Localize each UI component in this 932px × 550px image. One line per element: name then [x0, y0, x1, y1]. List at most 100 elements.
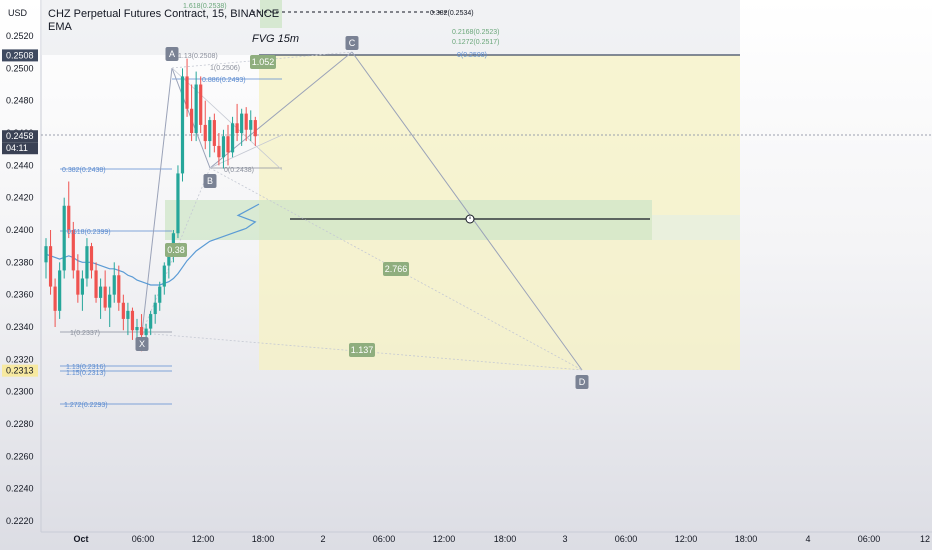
time-tick-label: Oct — [73, 534, 88, 544]
candle-body — [80, 278, 84, 295]
candle-body — [85, 246, 89, 279]
price-tick-label: 0.2420 — [6, 193, 34, 203]
price-badge-current-bg — [2, 130, 38, 143]
time-tick-label: 12 — [920, 534, 930, 544]
point-label-a-bg — [165, 47, 179, 61]
fib-level-label-13: 1.15(0.2313) — [66, 370, 106, 377]
time-tick-label: 12:00 — [433, 534, 456, 544]
fib-level-label-14: 1.272(0.2293) — [64, 402, 108, 409]
price-badge-current: 0.2458 — [6, 131, 34, 141]
candle-body — [194, 84, 198, 133]
ratio-label-1-bg — [165, 243, 187, 257]
indicator-label[interactable]: EMA — [48, 21, 72, 33]
candle-body — [212, 120, 216, 146]
candle-body — [99, 286, 103, 298]
candle-body — [53, 286, 57, 311]
time-tick-label: 18:00 — [494, 534, 517, 544]
candle-body — [126, 310, 130, 319]
fib-level-label-3: 0.1272(0.2517) — [452, 39, 499, 46]
price-tick-label: 0.2400 — [6, 225, 34, 235]
point-label-d-bg — [575, 375, 589, 389]
candle-body — [108, 294, 112, 308]
candle-body — [76, 270, 80, 295]
price-badge-high-bg — [2, 49, 38, 62]
candle-body — [208, 120, 212, 142]
candle-body — [121, 302, 125, 319]
candle-body — [94, 270, 98, 298]
candle-body — [176, 173, 180, 234]
wedge-lower — [209, 134, 283, 169]
price-badge-low-bg — [2, 364, 38, 377]
chart-legend: CHZ Perpetual Futures Contract, 15, BINA… — [48, 8, 279, 34]
point-label-c-bg — [345, 36, 359, 50]
candle-body — [158, 286, 162, 303]
ratio-label-1: 0.38 — [167, 245, 185, 255]
time-tick-label: 4 — [805, 534, 810, 544]
time-tick-label: 12:00 — [192, 534, 215, 544]
candle-body — [190, 108, 194, 133]
point-label-c: C — [349, 38, 356, 48]
ratio-label-0-bg — [250, 55, 276, 69]
time-tick-label: 18:00 — [252, 534, 275, 544]
wedge-upper — [171, 67, 283, 171]
candle-body — [149, 314, 153, 329]
candle-body — [153, 302, 157, 315]
price-badge-low: 0.2313 — [6, 366, 34, 376]
candle-body — [48, 246, 53, 287]
fib-level-label-1: 0.382(0.2534) — [430, 10, 474, 17]
fib-level-label-2: 0.2168(0.2523) — [452, 29, 499, 36]
time-tick-label: 18:00 — [735, 534, 758, 544]
price-badge-countdown: 04:11 — [6, 143, 28, 153]
candle-body — [58, 270, 62, 311]
fib-level-label-5: 1.13(0.2508) — [178, 53, 218, 60]
fib-level-label-4: 0(0.2508) — [457, 52, 487, 59]
symbol-title[interactable]: CHZ Perpetual Futures Contract, 15, BINA… — [48, 8, 280, 20]
price-tick-label: 0.2520 — [6, 31, 34, 41]
price-tick-label: 0.2480 — [6, 96, 34, 106]
candle-body — [44, 246, 48, 263]
fib-level-label-6: 1(0.2506) — [210, 65, 240, 72]
upper-shaded-zone — [41, 0, 740, 55]
ema-line — [45, 203, 260, 286]
price-tick-label: 0.2340 — [6, 322, 34, 332]
candle-body — [144, 328, 148, 336]
candle-body — [135, 327, 139, 331]
ratio-label-3: 1.137 — [351, 345, 374, 355]
candle-body — [162, 265, 166, 287]
candle-body — [71, 230, 75, 271]
fvg-zone — [165, 200, 652, 240]
candle-body — [240, 113, 244, 133]
candle-body — [230, 123, 235, 153]
candle-body — [139, 327, 144, 336]
fib-level-label-7: 0.886(0.2493) — [202, 77, 246, 84]
fvg-top-box — [260, 0, 282, 28]
candle-body — [249, 120, 253, 130]
candle-body — [117, 275, 121, 303]
fvg-zone-extension — [652, 215, 740, 240]
candle-body — [235, 123, 239, 133]
price-tick-label: 0.2220 — [6, 516, 34, 526]
ratio-label-3-bg — [349, 343, 375, 357]
candle-body — [199, 84, 203, 125]
fib-level-label-8: 0.382(0.2438) — [62, 167, 106, 174]
time-tick-label: 06:00 — [373, 534, 396, 544]
ratio-label-2: 2.766 — [385, 264, 408, 274]
time-tick-label: 06:00 — [615, 534, 638, 544]
candle-body — [67, 205, 71, 230]
diagonal-BD — [209, 167, 583, 371]
price-tick-label: 0.2300 — [6, 387, 34, 397]
candle-body — [253, 120, 257, 137]
price-tick-label: 0.2320 — [6, 354, 34, 364]
time-tick-label: 2 — [320, 534, 325, 544]
pattern-leg-CD — [351, 51, 583, 371]
price-tick-label: 0.2440 — [6, 160, 34, 170]
candle-body — [226, 136, 230, 153]
price-tick-label: 0.2380 — [6, 257, 34, 267]
price-axis-currency: USD — [8, 8, 28, 18]
pattern-leg-XA — [141, 67, 173, 334]
candle-body — [244, 113, 248, 130]
candle-body — [89, 246, 94, 271]
point-label-x: X — [139, 339, 145, 349]
price-tick-label: 0.2260 — [6, 451, 34, 461]
